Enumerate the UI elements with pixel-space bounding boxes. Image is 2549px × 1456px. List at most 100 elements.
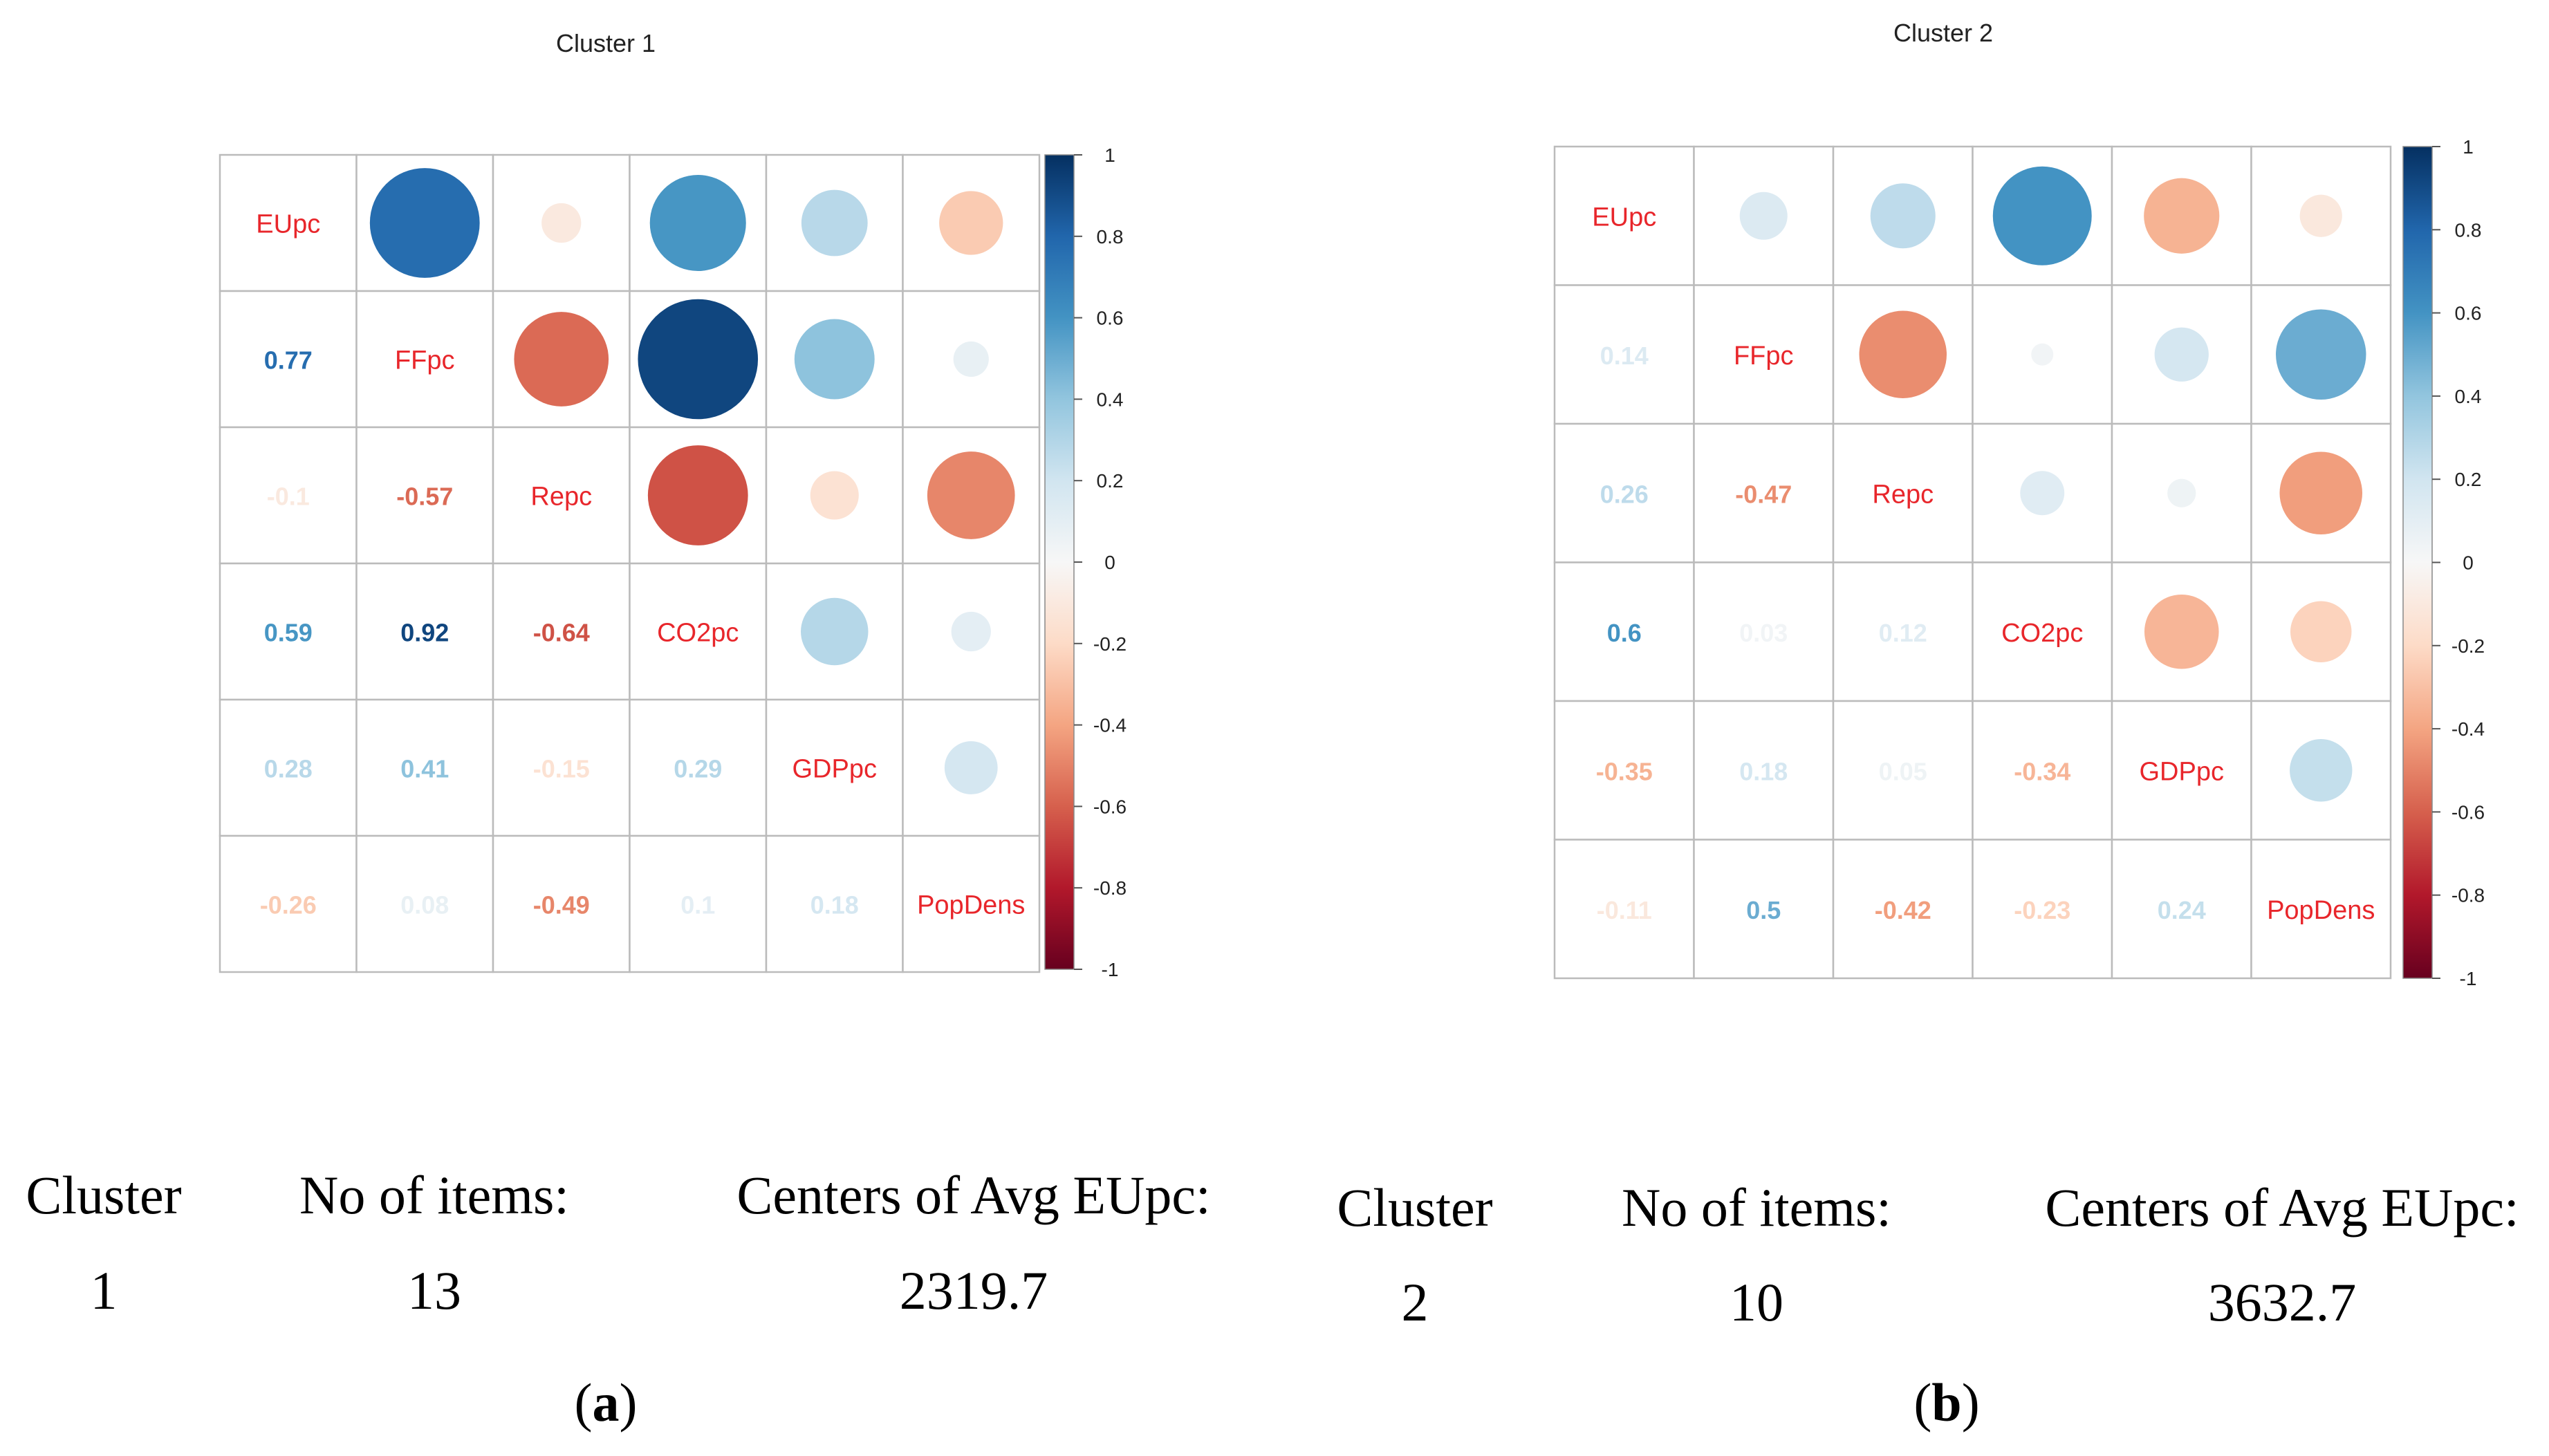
correlation-matrix: EUpc 0.14 FFpc 0.26 -0.47 Repc 0.6 0.03 0.12 CO2p… [1553, 145, 2392, 980]
table-header-items: No of items: [299, 1165, 569, 1225]
matrix-cell [1553, 422, 1695, 563]
matrix-cell [2111, 284, 2252, 425]
colorbar-tick-label: -0.2 [1093, 633, 1127, 655]
caption-open: ( [575, 1372, 593, 1432]
correlation-circle [2276, 309, 2366, 400]
cluster-table-b: Cluster No of items: Centers of Avg EUpc… [1337, 1177, 2519, 1432]
correlation-value: 0.6 [1607, 619, 1642, 647]
matrix-cell [1693, 700, 1835, 841]
correlation-value: -0.34 [2014, 757, 2070, 785]
correlation-value: -0.49 [533, 891, 590, 920]
table-value-items: 13 [407, 1260, 461, 1320]
colorbar-tick-label: 0.8 [1097, 226, 1124, 248]
correlation-value: 0.41 [400, 755, 449, 783]
correlation-value: -0.11 [1597, 896, 1652, 924]
table-value-cluster: 1 [91, 1260, 118, 1320]
correlation-circle [2144, 594, 2219, 669]
matrix-cell [219, 426, 358, 565]
matrix-cell [2250, 839, 2392, 980]
correlation-circle [1992, 166, 2092, 265]
colorbar-tick-label: -0.8 [1093, 877, 1127, 899]
cluster-table-a: Cluster No of items: Centers of Avg EUpc… [26, 1165, 1210, 1432]
matrix-cell [2111, 700, 2252, 841]
colorbar-gradient [1044, 154, 1075, 970]
variable-label: GDPpc [2140, 757, 2224, 786]
correlation-circle [1739, 192, 1788, 240]
colorbar-tick-label: -1 [1102, 959, 1119, 980]
colorbar-tick-label: 0.2 [2455, 469, 2482, 490]
matrix-cell [629, 562, 768, 701]
matrix-cell [219, 698, 358, 837]
correlation-value: -0.42 [1875, 896, 1931, 924]
colorbar-tick-label: 0 [2463, 552, 2474, 574]
matrix-cell [219, 153, 358, 292]
variable-label: FFpc [395, 346, 455, 375]
matrix-cell [1693, 561, 1835, 702]
colorbar-tick-label: 1 [2463, 136, 2474, 158]
matrix-cell [765, 834, 904, 973]
matrix-cell [629, 834, 768, 973]
colorbar-tick-label: 0 [1104, 552, 1115, 573]
table-value-items: 10 [1730, 1272, 1783, 1332]
variable-label: CO2pc [2001, 619, 2083, 648]
correlation-circle [649, 174, 746, 272]
colorbar-tick-label: -0.8 [2451, 885, 2485, 906]
correlation-circle [369, 168, 480, 278]
colorbar-tick-label: -0.4 [1093, 715, 1127, 736]
correlation-circle [1859, 310, 1947, 398]
chart-title: Cluster 1 [556, 29, 656, 57]
correlation-circle [810, 471, 859, 520]
correlation-circle [1870, 183, 1936, 249]
correlation-circle [939, 191, 1003, 255]
colorbar-tick-label: -0.6 [2451, 801, 2485, 823]
colorbar: 1 0.8 0.6 0.4 0.2 0 -0.2 -0.4 -0.6 -0.8 -1 [2402, 136, 2485, 989]
matrix-cell [1972, 839, 2113, 980]
variable-label: PopDens [917, 891, 1025, 920]
colorbar-tick-label: -0.2 [2451, 635, 2485, 657]
correlation-value: 0.29 [674, 755, 722, 783]
table-value-centers: 3632.7 [2208, 1272, 2357, 1332]
correlation-value: 0.18 [1739, 757, 1788, 785]
matrix-cell [219, 834, 358, 973]
panel-b: Cluster 2 EUpc 0.14 FFpc 0.26 -0.47 Repc 0.6 0.… [1553, 19, 2485, 989]
colorbar-tick-label: 0.6 [2455, 303, 2482, 324]
variable-label: GDPpc [792, 755, 877, 784]
panel-caption: (a) [575, 1372, 638, 1432]
matrix-cell [1972, 561, 2113, 702]
colorbar-tick-label: 0.2 [1097, 470, 1124, 492]
correlation-value: 0.08 [400, 891, 449, 920]
colorbar-tick-label: -0.4 [2451, 718, 2485, 740]
correlation-value: 0.26 [1600, 480, 1649, 508]
matrix-cell [1832, 839, 1974, 980]
variable-label: FFpc [1734, 342, 1794, 371]
correlation-value: 0.18 [810, 891, 859, 920]
correlation-value: 0.28 [264, 755, 313, 783]
colorbar-tick-label: 0.4 [2455, 386, 2482, 407]
table-header-cluster: Cluster [1337, 1177, 1492, 1238]
table-value-cluster: 2 [1402, 1272, 1429, 1332]
matrix-cell [629, 698, 768, 837]
table-header-items: No of items: [1622, 1177, 1891, 1238]
matrix-cell [492, 698, 631, 837]
matrix-cell [1553, 561, 1695, 702]
colorbar-tick-label: 0.8 [2455, 219, 2482, 241]
colorbar: 1 0.8 0.6 0.4 0.2 0 -0.2 -0.4 -0.6 -0.8 -1 [1044, 144, 1127, 980]
table-header-cluster: Cluster [26, 1165, 181, 1225]
matrix-cell [1553, 145, 1695, 286]
correlation-circle [2279, 451, 2363, 535]
matrix-cell [1693, 422, 1835, 563]
matrix-cell [1553, 284, 1695, 425]
correlation-circle [2031, 343, 2054, 366]
colorbar-tick-label: 0.4 [1097, 389, 1124, 410]
correlation-circle [2290, 739, 2353, 802]
caption-letter: a [593, 1372, 620, 1432]
matrix-cell [1832, 422, 1974, 563]
correlation-value: -0.1 [267, 483, 310, 511]
correlation-value: 0.03 [1739, 619, 1788, 647]
correlation-matrix: EUpc 0.77 FFpc -0.1 -0.57 Repc 0.59 0.92 -0.64 CO… [219, 153, 1041, 973]
correlation-circle [794, 319, 875, 400]
correlation-circle [2020, 471, 2065, 516]
colorbar-gradient [2402, 146, 2433, 979]
variable-label: Repc [530, 483, 592, 512]
